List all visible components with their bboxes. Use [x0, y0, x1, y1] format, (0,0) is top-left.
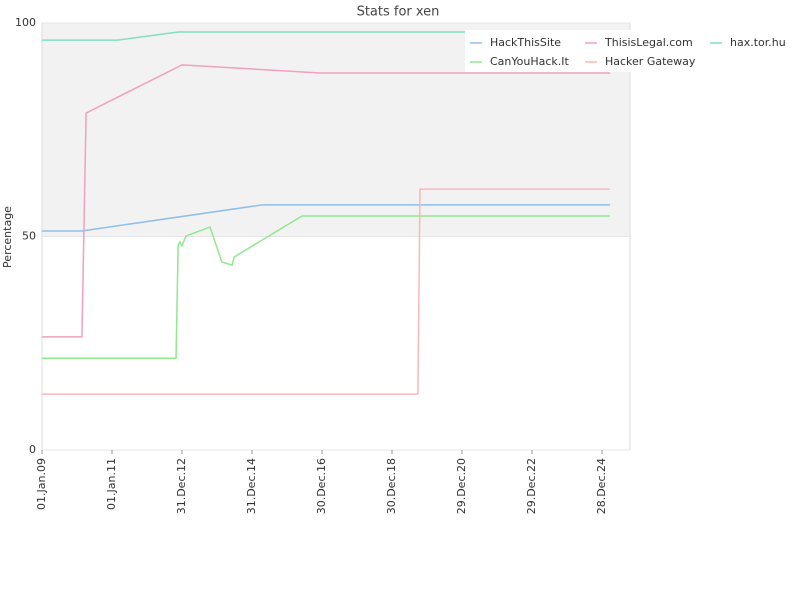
- x-tick-label: 28.Dec.24: [595, 458, 608, 514]
- series-line: [42, 204, 611, 232]
- series-line: [42, 215, 611, 359]
- x-tick-label: 29.Dec.22: [525, 458, 538, 514]
- legend-label: Hacker Gateway: [605, 55, 696, 68]
- x-tick-label: 01.Jan.11: [105, 458, 118, 510]
- legend-label: CanYouHack.It: [490, 55, 570, 68]
- legend-label: HackThisSite: [490, 36, 561, 49]
- series-line: [42, 64, 611, 338]
- chart-title: Stats for xen: [357, 5, 440, 20]
- legend-box: [465, 30, 795, 72]
- series-line: [42, 31, 611, 41]
- legend-label: ThisisLegal.com: [604, 36, 693, 49]
- x-tick-label: 01.Jan.09: [35, 458, 48, 510]
- y-tick-label: 50: [22, 230, 36, 243]
- x-tick-label: 29.Dec.20: [455, 458, 468, 514]
- x-tick-label: 30.Dec.16: [315, 458, 328, 514]
- y-tick-label: 100: [15, 16, 36, 29]
- legend-label: hax.tor.hu: [730, 36, 786, 49]
- y-tick-label: 0: [29, 443, 36, 456]
- x-tick-label: 31.Dec.14: [245, 458, 258, 514]
- x-tick-label: 30.Dec.18: [385, 458, 398, 514]
- series-line: [42, 188, 611, 395]
- x-tick-label: 31.Dec.12: [175, 458, 188, 514]
- y-axis-label: Percentage: [1, 206, 14, 268]
